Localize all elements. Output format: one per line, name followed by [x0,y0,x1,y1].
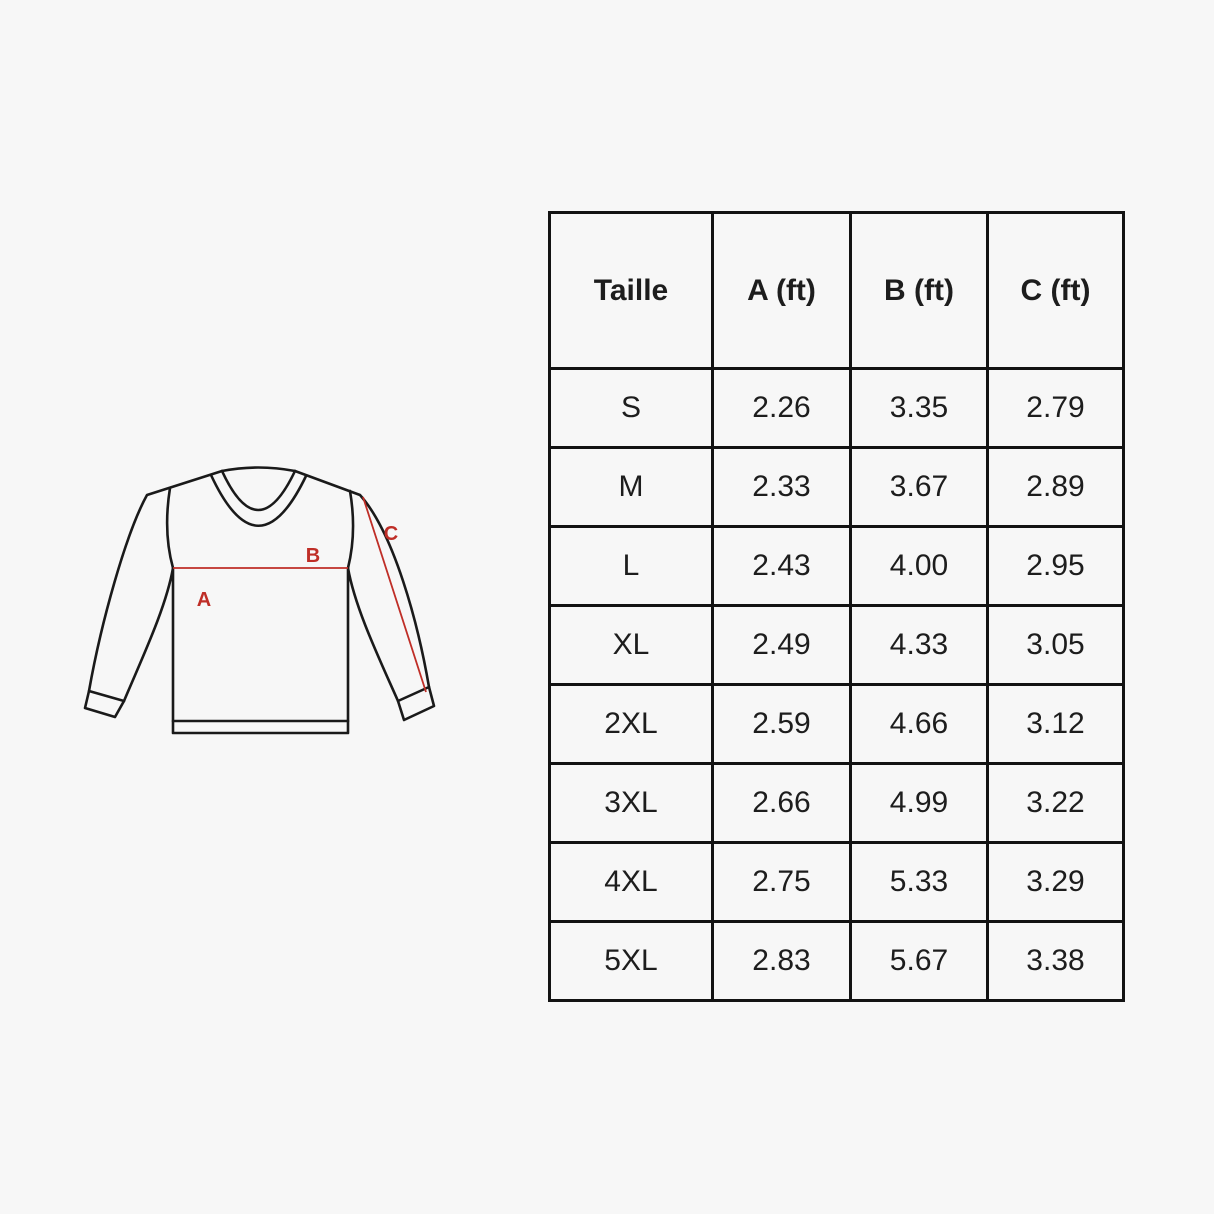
b-value-cell: 3.67 [849,446,989,528]
b-value-cell: 4.33 [849,604,989,686]
b-value-cell: 5.33 [849,841,989,923]
collar-inner-arc [220,469,297,512]
measure-label-b: B [306,545,320,567]
c-value-cell: 2.95 [986,525,1125,607]
b-value-cell: 4.66 [849,683,989,765]
table-row: 4XL 2.75 5.33 3.29 [548,841,1125,923]
c-value-cell: 3.22 [986,762,1125,844]
left-armhole-seam [165,486,175,570]
a-value-cell: 2.83 [711,920,852,1002]
left-cuff-line [87,689,126,703]
size-cell: 4XL [548,841,714,923]
b-value-cell: 4.99 [849,762,989,844]
sweatshirt-silhouette [83,469,436,735]
size-cell: 5XL [548,920,714,1002]
col-header-size: Taille [548,211,714,370]
c-value-cell: 3.05 [986,604,1125,686]
c-value-cell: 3.29 [986,841,1125,923]
measure-line-c-sleeve [362,496,427,693]
b-value-cell: 3.35 [849,367,989,449]
size-cell: 3XL [548,762,714,844]
size-cell: 2XL [548,683,714,765]
table-row: XL 2.49 4.33 3.05 [548,604,1125,686]
col-header-c-ft: C (ft) [986,211,1125,370]
table-header-row: Taille A (ft) B (ft) C (ft) [548,211,1125,370]
a-value-cell: 2.33 [711,446,852,528]
right-cuff-line [396,685,431,703]
size-chart-table: Taille A (ft) B (ft) C (ft) S 2.26 3.35 … [548,211,1125,1002]
table-row: S 2.26 3.35 2.79 [548,367,1125,449]
right-armhole-seam [346,489,355,570]
c-value-cell: 3.38 [986,920,1125,1002]
c-value-cell: 2.89 [986,446,1125,528]
garment-measurement-diagram: A B C [70,440,470,770]
size-cell: XL [548,604,714,686]
col-header-b-ft: B (ft) [849,211,989,370]
a-value-cell: 2.43 [711,525,852,607]
c-value-cell: 2.79 [986,367,1125,449]
table-row: M 2.33 3.67 2.89 [548,446,1125,528]
a-value-cell: 2.49 [711,604,852,686]
size-cell: M [548,446,714,528]
a-value-cell: 2.66 [711,762,852,844]
c-value-cell: 3.12 [986,683,1125,765]
size-cell: L [548,525,714,607]
a-value-cell: 2.26 [711,367,852,449]
table-row: L 2.43 4.00 2.95 [548,525,1125,607]
collar-outer-arc [209,473,308,528]
b-value-cell: 4.00 [849,525,989,607]
sweatshirt-diagram-svg: A B C [83,466,436,735]
measure-label-c: C [384,523,398,545]
b-value-cell: 5.67 [849,920,989,1002]
collar-back-neck-line [220,466,297,473]
table-row: 3XL 2.66 4.99 3.22 [548,762,1125,844]
measure-label-a: A [197,589,211,611]
col-header-a-ft: A (ft) [711,211,852,370]
a-value-cell: 2.75 [711,841,852,923]
table-row: 2XL 2.59 4.66 3.12 [548,683,1125,765]
a-value-cell: 2.59 [711,683,852,765]
size-cell: S [548,367,714,449]
table-row: 5XL 2.83 5.67 3.38 [548,920,1125,1002]
